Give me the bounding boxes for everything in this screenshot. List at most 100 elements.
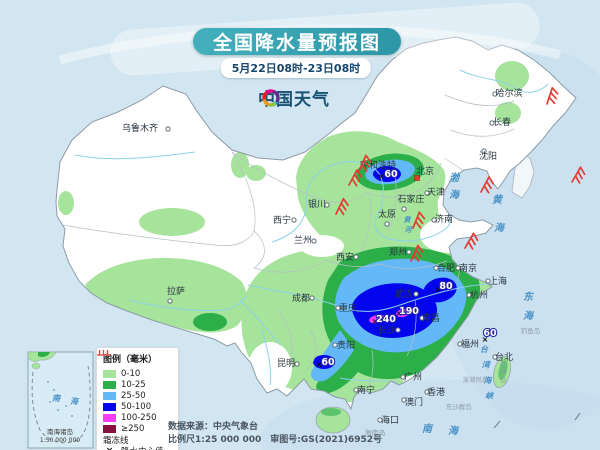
city-label: 南昌 [422,312,440,324]
island-label: 岛 [379,428,386,437]
sea-label: 海 [483,376,493,385]
center-value-icon: × [103,446,116,450]
legend-item: 50-100 [103,401,173,412]
precip-center-value: 240 [376,314,396,325]
city-label: 长沙 [378,324,396,336]
city-marker [424,190,430,196]
city-marker [401,206,407,212]
legend-item-frost-line: 霜冻线 [97,350,173,446]
legend-swatch [103,391,116,400]
city-label: 兰州 [294,234,312,246]
island-label: 岛 [534,326,541,335]
legend-swatch [103,424,116,433]
city-label: 天津 [427,187,445,198]
city-marker [395,327,401,333]
hainan-island [315,406,351,434]
precipitation-layer [58,57,570,403]
wind-barb-icon [571,166,586,184]
city-label: 郑州 [389,246,407,258]
sea-label: 海 [449,189,461,201]
precip-center-value: 80 [439,281,453,292]
city-marker [291,217,297,223]
precip-center-value: 190 [399,306,419,317]
city-label: 杭州 [470,289,488,301]
island-label: 湾 [500,367,507,376]
city-label: 香港 [427,386,445,398]
city-label: 长春 [493,116,511,128]
city-marker [400,374,406,380]
pinwheel-logo-icon [262,89,280,107]
precip-center-mark: × [435,285,442,294]
sea-label: 海 [448,425,460,437]
city-label: 沈阳 [479,150,497,162]
wind-barb-icon [410,244,424,262]
legend-swatch [103,402,116,411]
dash-line-segments [493,412,581,429]
city-label: 北京 [416,165,434,177]
wind-barb-icon [480,176,495,194]
city-label: 成都 [292,292,310,304]
legend-item: 25-50 [103,390,173,401]
precip-center-value: 60 [483,328,497,339]
inset-scale: 1:50 000 000 [40,437,80,444]
city-label: 广州 [404,371,422,383]
city-marker [424,389,430,395]
wind-barb-icon [348,169,363,187]
sea-label: 台 [480,345,489,354]
city-marker [167,298,173,304]
city-marker [311,238,317,244]
city-marker [406,249,412,255]
legend-item: 100-250 [103,412,173,423]
island-label: 鱼 [527,326,534,335]
city-marker [377,417,383,423]
island-label: 岛 [465,402,472,411]
sea-label: 渤 [449,172,461,184]
wind-barb-icon [412,211,426,229]
data-source: 数据来源：中央气象台 [168,422,259,432]
city-marker [294,361,300,367]
island-label: 岛 [482,376,488,384]
forecast-period: 5月22日08时-23日08时 [220,58,372,78]
wind-barb-icon [546,86,559,105]
map-source-info: 数据来源：中央气象台 比例尺1:25 000 000 审图号:GS(2021)6… [168,421,382,447]
city-label: 银川 [308,198,326,210]
city-marker [431,217,437,223]
legend-swatch [103,413,116,422]
china-weather-logo: 中国天气 [258,85,330,110]
sea-label: 河 [405,226,414,234]
city-marker [457,341,463,347]
city-label: 南宁 [357,384,375,396]
city-marker [353,387,359,393]
legend-title: 图例（毫米） [103,355,158,365]
city-label: 重庆 [339,302,357,314]
island-label: 沙 [452,403,459,411]
precip-center-value: 60 [321,357,335,368]
city-marker [324,202,330,208]
city-label: 西宁 [273,214,291,226]
island-label: 南 [372,428,379,437]
precip-center-mark: × [482,335,489,344]
legend-panel: 图例（毫米） 0-10 10-25 25-50 50-100 100-250 ≥250 霜冻… [96,347,179,450]
city-label: 哈尔滨 [495,87,522,99]
sea-label: 海 [523,310,535,322]
city-marker [335,305,341,311]
sea-label: 峡 [485,392,495,401]
island-label: 台 [500,359,507,368]
wind-barb-icon [358,154,372,172]
legend-swatch [103,369,116,378]
scale-and-approval: 比例尺1:25 000 000 审图号:GS(2021)6952号 [168,435,383,445]
sea-label: 南 [422,423,434,435]
sea-label: 东 [523,291,535,303]
city-marker [492,91,498,97]
sea-label: 湾 [482,360,492,370]
sea-label: 黄 [404,215,412,224]
city-label: 西安 [336,251,354,263]
sea-label: 黄 [492,194,504,206]
city-label: 福州 [461,338,479,350]
city-label: 呼和浩特 [360,159,396,171]
city-label: 上海 [489,275,507,287]
precip-center-mark: × [378,172,385,181]
